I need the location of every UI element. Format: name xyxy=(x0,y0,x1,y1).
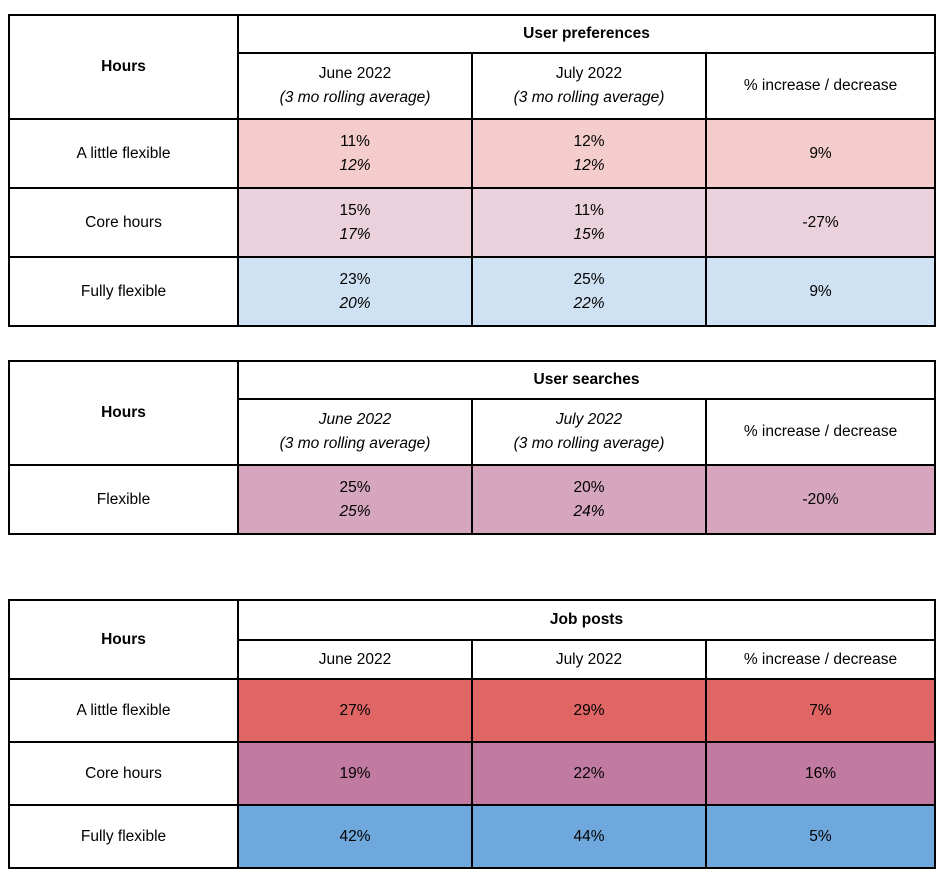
hours-column-header: Hours xyxy=(8,599,239,680)
row-label: Fully flexible xyxy=(8,804,239,869)
table-spacer xyxy=(8,327,942,360)
value-secondary: 20% xyxy=(339,294,371,312)
value-secondary: 15% xyxy=(573,225,605,243)
row-label: Core hours xyxy=(8,187,239,258)
column-header-june-2022: June 2022 xyxy=(237,639,473,680)
row-label: A little flexible xyxy=(8,118,239,189)
value-secondary: 12% xyxy=(339,156,371,174)
table-row: Flexible 25% 25% 20% 24% -20% xyxy=(8,464,937,535)
column-header-june-2022: June 2022 (3 mo rolling average) xyxy=(237,398,473,466)
cell-july: 22% xyxy=(471,741,707,806)
column-header-month: July 2022 xyxy=(555,65,623,82)
table-spacer xyxy=(8,535,942,599)
table-row: Core hours 19% 22% 16% xyxy=(8,741,936,806)
column-header-june-2022: June 2022 (3 mo rolling average) xyxy=(237,52,473,120)
value-primary: 25% xyxy=(339,478,371,496)
cell-july: 11% 15% xyxy=(471,187,707,258)
table-row: Core hours 15% 17% 11% 15% -27% xyxy=(8,187,937,258)
column-header-subtitle: (3 mo rolling average) xyxy=(513,435,665,452)
value-primary: 20% xyxy=(573,478,605,496)
table-row: Fully flexible 42% 44% 5% xyxy=(8,804,936,869)
cell-june: 11% 12% xyxy=(237,118,473,189)
value-primary: 11% xyxy=(574,201,604,219)
column-header-july-2022: July 2022 xyxy=(471,639,707,680)
table-row: Fully flexible 23% 20% 25% 22% 9% xyxy=(8,256,937,327)
cell-change: -20% xyxy=(704,464,937,535)
user-preferences-table: Hours User preferences June 2022 (3 mo r… xyxy=(8,14,937,327)
cell-june: 23% 20% xyxy=(237,256,473,327)
column-header-july-2022: July 2022 (3 mo rolling average) xyxy=(471,52,707,120)
value-primary: 11% xyxy=(340,132,370,150)
job-posts-table: Hours Job posts June 2022 July 2022 % in… xyxy=(8,599,936,869)
cell-june: 15% 17% xyxy=(237,187,473,258)
cell-change: 9% xyxy=(704,118,937,189)
column-header-subtitle: (3 mo rolling average) xyxy=(279,435,431,452)
row-label: Flexible xyxy=(8,464,239,535)
table-title-user-preferences: User preferences xyxy=(236,14,937,54)
column-header-month: June 2022 xyxy=(318,411,392,428)
table-title-job-posts: Job posts xyxy=(237,599,936,641)
column-header-month: July 2022 xyxy=(555,411,623,428)
value-secondary: 24% xyxy=(573,502,605,520)
cell-july: 20% 24% xyxy=(471,464,707,535)
cell-july: 44% xyxy=(471,804,707,869)
cell-june: 25% 25% xyxy=(237,464,473,535)
row-label: Fully flexible xyxy=(8,256,239,327)
table-row: A little flexible 11% 12% 12% 12% 9% xyxy=(8,118,937,189)
cell-july: 29% xyxy=(471,678,707,743)
cell-june: 27% xyxy=(237,678,473,743)
table-row: A little flexible 27% 29% 7% xyxy=(8,678,936,743)
column-header-subtitle: (3 mo rolling average) xyxy=(513,89,665,106)
value-secondary: 12% xyxy=(573,156,605,174)
value-primary: 23% xyxy=(339,270,371,288)
value-primary: 25% xyxy=(573,270,605,288)
column-header-change: % increase / decrease xyxy=(704,52,937,120)
column-header-change: % increase / decrease xyxy=(704,398,937,466)
cell-change: 16% xyxy=(705,741,936,806)
hours-column-header: Hours xyxy=(8,14,239,120)
cell-change: 7% xyxy=(705,678,936,743)
column-header-july-2022: July 2022 (3 mo rolling average) xyxy=(471,398,707,466)
cell-change: 5% xyxy=(705,804,936,869)
column-header-subtitle: (3 mo rolling average) xyxy=(279,89,431,106)
table-title-user-searches: User searches xyxy=(236,360,937,400)
cell-change: 9% xyxy=(704,256,937,327)
cell-june: 19% xyxy=(237,741,473,806)
row-label: Core hours xyxy=(8,741,239,806)
hours-column-header: Hours xyxy=(8,360,239,466)
column-header-change: % increase / decrease xyxy=(705,639,936,680)
column-header-month: June 2022 xyxy=(318,65,392,82)
value-primary: 15% xyxy=(339,201,371,219)
user-searches-table: Hours User searches June 2022 (3 mo roll… xyxy=(8,360,937,535)
cell-change: -27% xyxy=(704,187,937,258)
value-secondary: 17% xyxy=(339,225,371,243)
cell-july: 25% 22% xyxy=(471,256,707,327)
value-secondary: 25% xyxy=(339,502,371,520)
value-primary: 12% xyxy=(573,132,605,150)
cell-july: 12% 12% xyxy=(471,118,707,189)
cell-june: 42% xyxy=(237,804,473,869)
value-secondary: 22% xyxy=(573,294,605,312)
row-label: A little flexible xyxy=(8,678,239,743)
